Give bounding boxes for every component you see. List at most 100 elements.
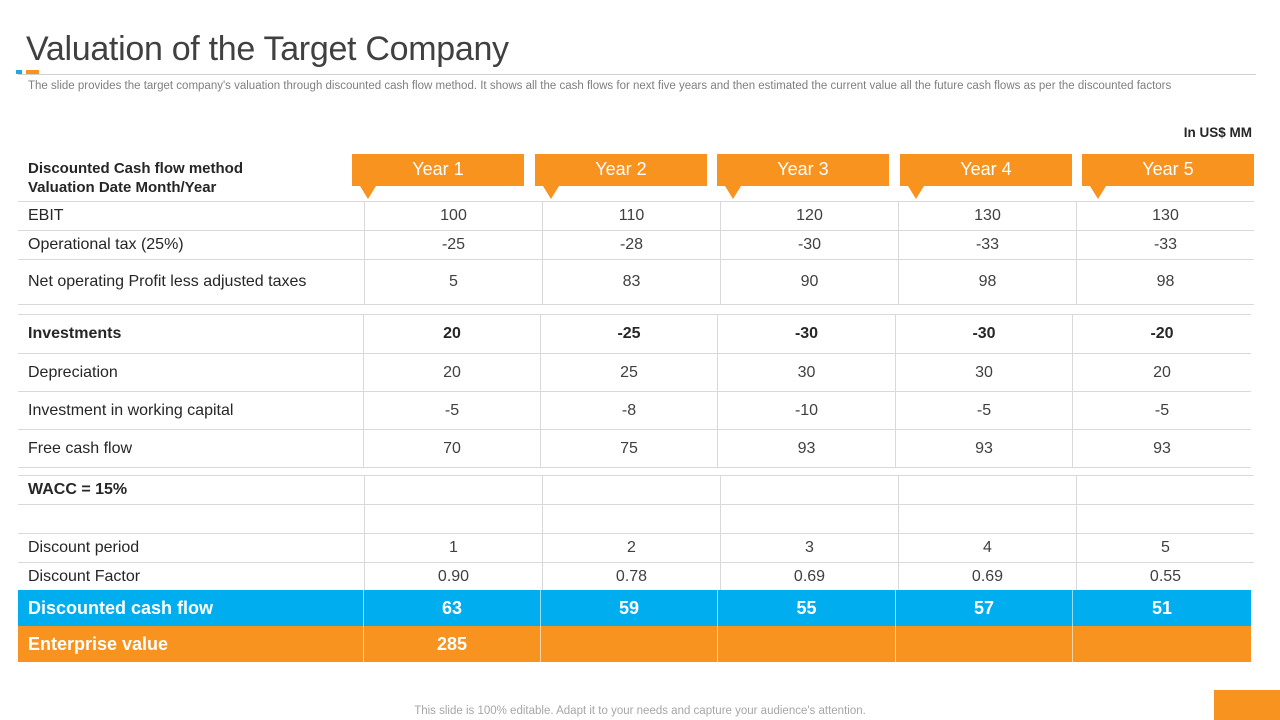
row-label: Net operating Profit less adjusted taxes [28,273,307,290]
table-row-discount-period: Discount period 1 2 3 4 5 [18,534,1254,563]
table-row-empty [18,505,1254,534]
cell: 20 [363,315,540,353]
cell: 98 [898,260,1076,304]
cell: -33 [898,231,1076,259]
corner-accent [1214,690,1280,720]
year-3-header: Year 3 [717,154,889,199]
table-row-operational-tax: Operational tax (25%) -25 -28 -30 -33 -3… [18,231,1254,260]
cell: 2 [542,534,720,562]
cell: 63 [363,590,540,626]
cell: 30 [717,354,895,391]
cell: 0.69 [898,563,1076,591]
cell: 130 [1076,202,1254,230]
units-label: In US$ MM [1183,125,1252,140]
title-accent-blue [16,70,22,74]
cell: 55 [717,590,895,626]
cell: 130 [898,202,1076,230]
cell: 0.78 [542,563,720,591]
cell: 93 [717,430,895,467]
year-label: Year 3 [777,159,829,179]
cell: 110 [542,202,720,230]
cell [1072,626,1251,662]
cell: -5 [363,392,540,429]
row-label: Operational tax (25%) [28,236,184,253]
cell: 1 [364,534,542,562]
cell: -28 [542,231,720,259]
cell [720,505,898,533]
header-label-line2: Valuation Date Month/Year [28,179,217,196]
cell: 285 [363,626,540,662]
year-label: Year 1 [412,159,464,179]
cell: 5 [1076,534,1254,562]
row-label: Free cash flow [28,439,133,457]
title-accent-orange [26,70,39,74]
cell [720,476,898,504]
cell: 93 [1072,430,1251,467]
cell: 30 [895,354,1072,391]
cell: -25 [540,315,717,353]
cell [895,626,1072,662]
cell: 70 [363,430,540,467]
cell: 20 [1072,354,1251,391]
cell: 59 [540,590,717,626]
row-label: Investment in working capital [28,401,234,419]
table-row-discounted-cash-flow: Discounted cash flow 63 59 55 57 51 [18,590,1251,626]
year-5-header: Year 5 [1082,154,1254,199]
cell [1076,505,1254,533]
table-row-depreciation: Depreciation 20 25 30 30 20 [18,354,1251,392]
row-label: Discounted cash flow [28,597,214,618]
cell: 3 [720,534,898,562]
row-label: Discount Factor [28,568,141,585]
cell: 57 [895,590,1072,626]
row-label: Depreciation [28,363,118,381]
cell: 100 [364,202,542,230]
table-row-working-capital: Investment in working capital -5 -8 -10 … [18,392,1251,430]
cell: 0.69 [720,563,898,591]
table-row-free-cash-flow: Free cash flow 70 75 93 93 93 [18,430,1251,468]
header-label-line1: Discounted Cash flow method [28,160,244,177]
slide-title: Valuation of the Target Company [26,30,509,68]
cell: 90 [720,260,898,304]
row-label: Discount period [28,539,140,556]
row-label: Enterprise value [28,633,169,654]
table-row-investments: Investments 20 -25 -30 -30 -20 [18,314,1251,354]
cell: 20 [363,354,540,391]
year-1-header: Year 1 [352,154,524,199]
table-row-nopat: Net operating Profit less adjusted taxes… [18,260,1254,305]
cell: -30 [720,231,898,259]
cell: 0.55 [1076,563,1254,591]
cell: 83 [542,260,720,304]
cell: -8 [540,392,717,429]
row-label: Investments [28,325,122,342]
cell: -25 [364,231,542,259]
cell [1076,476,1254,504]
year-label: Year 4 [960,159,1012,179]
cell: 4 [898,534,1076,562]
cell [717,626,895,662]
table-row-discount-factor: Discount Factor 0.90 0.78 0.69 0.69 0.55 [18,563,1254,591]
cell [898,505,1076,533]
cell: 25 [540,354,717,391]
table-header-label: Discounted Cash flow method Valuation Da… [28,159,243,197]
table-row-enterprise-value: Enterprise value 285 [18,626,1251,662]
cell [542,476,720,504]
cell: 93 [895,430,1072,467]
cell [542,505,720,533]
cell: -10 [717,392,895,429]
row-label: WACC = 15% [28,481,128,498]
slide-subtitle: The slide provides the target company's … [28,80,1172,92]
row-label: EBIT [28,207,64,224]
cell [364,476,542,504]
cell: -5 [1072,392,1251,429]
cell [898,476,1076,504]
cell: 98 [1076,260,1254,304]
cell: -5 [895,392,1072,429]
year-label: Year 2 [595,159,647,179]
cell: -20 [1072,315,1251,353]
title-divider [18,74,1256,75]
cell: 75 [540,430,717,467]
table-row-ebit: EBIT 100 110 120 130 130 [18,201,1254,231]
cell: -30 [895,315,1072,353]
cell: 5 [364,260,542,304]
cell [364,505,542,533]
